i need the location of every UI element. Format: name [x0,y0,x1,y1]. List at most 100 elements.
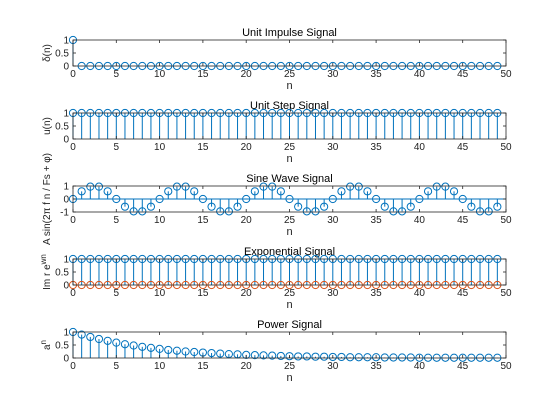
x-tick-label: 0 [70,69,76,80]
stem-marker [242,350,251,359]
chart-title: Exponential Signal [244,246,335,258]
x-tick-label: 15 [197,142,209,153]
y-tick-label: 0 [63,354,69,365]
stem-marker [103,336,112,345]
stem-marker [406,202,415,211]
stem-marker [172,346,182,355]
stem-marker [146,202,156,211]
stem-marker [224,207,233,216]
stem-marker [181,182,190,191]
stem-marker [354,182,363,191]
y-tick-label: 1 [63,36,69,47]
stem-marker [380,202,389,211]
stem-marker [397,207,407,216]
stem-marker [190,187,199,196]
stem-marker [302,352,311,361]
stem-marker [259,351,268,360]
stem-marker [449,187,459,196]
x-tick-label: 35 [371,288,383,299]
x-tick-label: 5 [114,361,120,372]
stem-marker [190,347,199,357]
chart-title: Power Signal [257,319,322,331]
chart-title: Unit Impulse Signal [242,27,337,39]
x-tick-label: 0 [70,288,76,299]
y-tick-label: 0.5 [55,49,69,60]
x-tick-label: 40 [414,288,426,299]
x-tick-label: 15 [197,69,209,80]
stem-marker [164,345,173,355]
x-tick-label: 45 [457,215,469,226]
stem-marker [363,187,372,196]
stem-marker [346,353,355,362]
stem-marker [302,207,311,216]
axes-box [72,331,507,359]
x-tick-label: 40 [414,142,426,153]
stem-marker [250,351,259,360]
stem-marker [320,202,329,211]
stem-marker [86,332,95,342]
stem-marker [250,187,259,196]
x-tick-label: 30 [327,69,339,80]
y-tick-label: 0 [63,135,69,146]
x-tick-label: 0 [70,142,76,153]
x-axis-label: n [286,372,292,384]
y-tick-label: 1 [63,328,69,339]
stem-marker [216,349,225,358]
stem-marker [337,187,346,196]
y-axis-label: A sin(2π f n / Fs + φ) [42,153,53,245]
x-tick-label: 45 [457,288,469,299]
y-tick-label: 0.5 [55,122,69,133]
x-tick-label: 20 [241,215,253,226]
x-tick-label: 20 [241,69,253,80]
stem-marker [181,347,190,356]
x-tick-label: 45 [457,69,469,80]
x-tick-label: 15 [197,288,209,299]
y-tick-label: 0.5 [55,341,69,352]
y-tick-label: 0.5 [55,268,69,279]
x-tick-label: 15 [197,361,209,372]
stem-marker [294,202,303,211]
y-tick-label: 0 [63,62,69,73]
x-tick-label: 35 [371,142,383,153]
y-axis-label: δ(n) [42,44,53,62]
stem-marker [138,342,147,351]
x-tick-label: 50 [500,69,512,80]
stem-marker [389,353,398,362]
x-tick-label: 5 [114,288,120,299]
stem-marker [320,352,329,361]
x-tick-label: 10 [154,69,166,80]
stem-marker [311,352,320,361]
x-tick-label: 25 [284,361,296,372]
chart-title: Unit Step Signal [250,100,329,112]
y-axis-label: an [39,340,53,350]
x-tick-label: 25 [284,142,296,153]
stem-marker [276,351,285,361]
x-tick-label: 20 [241,361,253,372]
y-tick-label: 1 [63,255,69,266]
stem-marker [397,353,407,362]
stem-marker [146,343,156,352]
y-tick-label: 0 [63,281,69,292]
x-axis-label: n [286,299,292,311]
x-tick-label: 25 [284,215,296,226]
stem-marker [207,348,216,358]
stem-marker [337,352,346,362]
x-tick-label: 35 [371,215,383,226]
x-tick-label: 20 [241,288,253,299]
stem-marker [120,340,130,349]
y-tick-label: 1 [63,182,69,193]
x-axis-label: n [286,226,292,238]
stem-marker [129,341,138,350]
stem-marker [164,187,173,196]
stem-marker [328,352,337,362]
stem-marker [129,207,138,216]
stem-marker [406,353,415,362]
y-tick-label: 1 [63,109,69,120]
x-tick-label: 35 [371,69,383,80]
stem-marker [432,182,441,191]
